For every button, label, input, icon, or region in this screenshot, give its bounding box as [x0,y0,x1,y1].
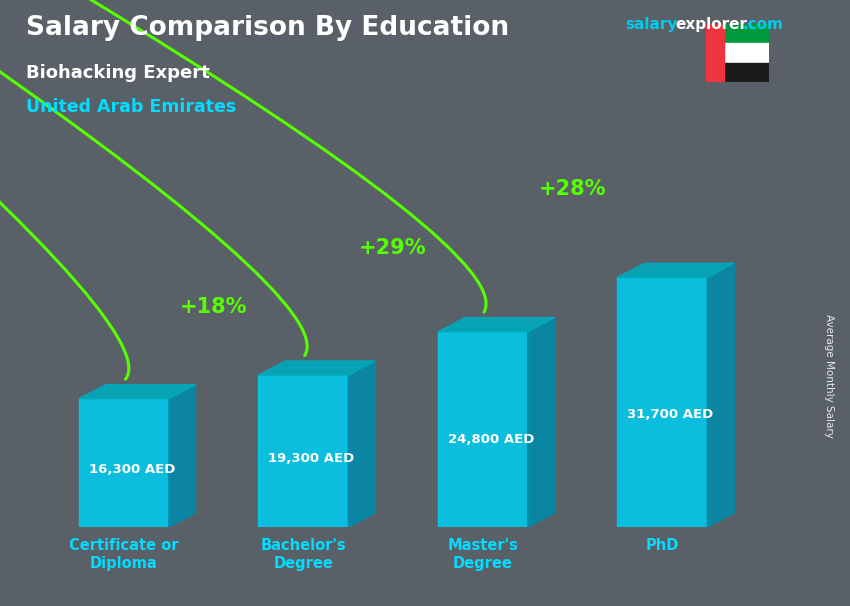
Text: +28%: +28% [539,179,606,199]
Polygon shape [168,385,196,527]
Bar [617,278,707,527]
Bar [706,44,769,62]
Text: +18%: +18% [179,296,247,317]
Text: explorer: explorer [676,17,748,32]
Text: Biohacking Expert: Biohacking Expert [26,64,209,82]
Text: 19,300 AED: 19,300 AED [269,452,354,465]
Polygon shape [258,361,375,375]
Text: United Arab Emirates: United Arab Emirates [26,98,235,116]
Polygon shape [438,318,554,332]
Bar [438,332,528,527]
Text: 31,700 AED: 31,700 AED [627,408,713,421]
Bar [706,24,723,82]
Bar [706,24,769,44]
Bar [258,375,348,527]
Bar [79,399,168,527]
Text: 16,300 AED: 16,300 AED [88,463,175,476]
Bar [706,62,769,82]
Text: Average Monthly Salary: Average Monthly Salary [824,314,834,438]
Polygon shape [528,318,554,527]
Text: salary: salary [625,17,677,32]
Polygon shape [348,361,375,527]
Text: 24,800 AED: 24,800 AED [448,433,534,446]
Polygon shape [707,263,734,527]
Polygon shape [79,385,196,399]
Text: +29%: +29% [360,238,427,258]
Text: Salary Comparison By Education: Salary Comparison By Education [26,15,508,41]
Polygon shape [617,263,734,278]
Text: .com: .com [742,17,783,32]
